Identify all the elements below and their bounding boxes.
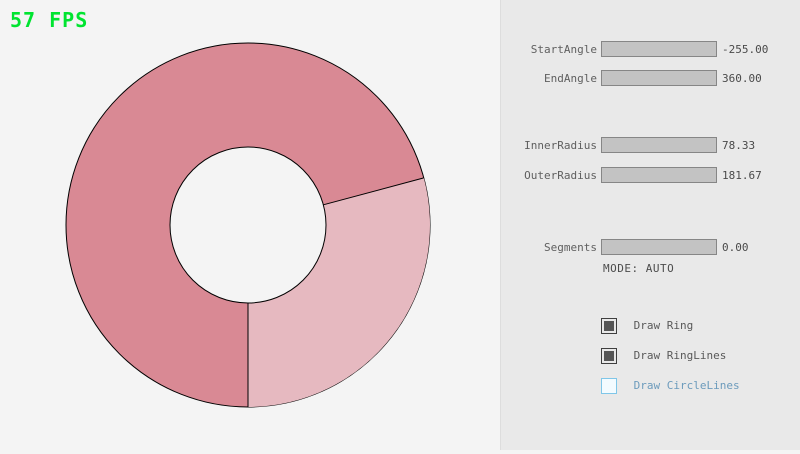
startangle-slider[interactable] <box>601 41 717 57</box>
outerradius-label: OuterRadius <box>524 169 597 182</box>
checkbox-row-draw-ring[interactable]: Draw Ring <box>601 318 693 334</box>
ring-light-sector <box>248 177 431 407</box>
segments-mode-text: MODE: AUTO <box>603 262 675 275</box>
endangle-slider[interactable] <box>601 70 717 86</box>
draw-ringlines-label: Draw RingLines <box>633 349 727 362</box>
segments-label: Segments <box>544 241 597 254</box>
slider-row-innerradius: InnerRadius 78.33 <box>501 137 800 153</box>
slider-row-startangle: StartAngle -255.00 <box>501 41 800 57</box>
draw-ring-label: Draw Ring <box>633 319 694 332</box>
checkbox-row-draw-circlelines[interactable]: Draw CircleLines <box>601 378 740 394</box>
endangle-value: 360.00 <box>722 72 762 85</box>
draw-ringlines-checkmark <box>604 351 614 361</box>
slider-row-outerradius: OuterRadius 181.67 <box>501 167 800 183</box>
innerradius-value: 78.33 <box>722 139 756 152</box>
draw-circlelines-label: Draw CircleLines <box>633 379 740 392</box>
draw-circlelines-checkmark <box>604 381 614 391</box>
slider-row-segments: Segments 0.00 <box>501 239 800 255</box>
draw-ring-checkbox[interactable] <box>601 318 617 334</box>
innerradius-label: InnerRadius <box>524 139 597 152</box>
outerradius-slider[interactable] <box>601 167 717 183</box>
fps-counter: 57 FPS <box>10 8 89 32</box>
ring-inner-circle <box>169 146 327 304</box>
segments-value: 0.00 <box>722 241 749 254</box>
draw-ring-checkmark <box>604 321 614 331</box>
ring-canvas <box>65 42 431 408</box>
ring-line-upper <box>323 177 424 206</box>
draw-ringlines-checkbox[interactable] <box>601 348 617 364</box>
ring-drawing <box>65 42 431 408</box>
endangle-label: EndAngle <box>544 72 597 85</box>
startangle-value: -255.00 <box>722 43 769 56</box>
innerradius-slider[interactable] <box>601 137 717 153</box>
outerradius-value: 181.67 <box>722 169 762 182</box>
checkbox-row-draw-ringlines[interactable]: Draw RingLines <box>601 348 726 364</box>
control-panel: StartAngle -255.00 EndAngle 360.00 Inner… <box>500 0 800 450</box>
slider-row-endangle: EndAngle 360.00 <box>501 70 800 86</box>
segments-slider[interactable] <box>601 239 717 255</box>
draw-circlelines-checkbox[interactable] <box>601 378 617 394</box>
startangle-label: StartAngle <box>530 43 597 56</box>
